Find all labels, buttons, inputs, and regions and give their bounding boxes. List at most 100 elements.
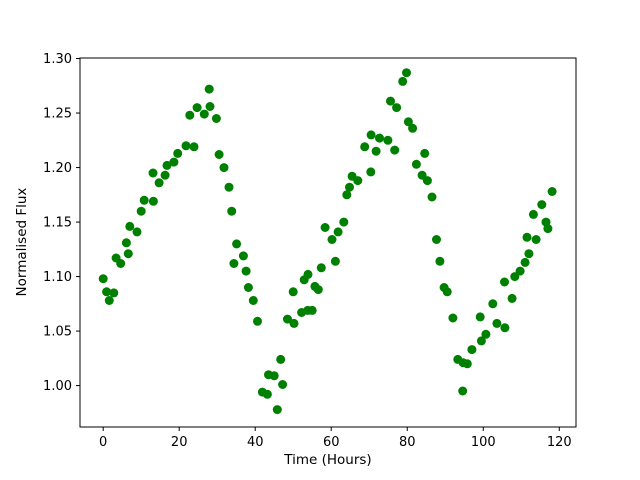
- data-point: [390, 145, 400, 155]
- data-point: [278, 380, 288, 389]
- data-point: [531, 235, 541, 244]
- data-point: [408, 123, 418, 133]
- data-point: [475, 312, 485, 322]
- data-point: [386, 96, 395, 106]
- data-point: [269, 371, 279, 381]
- data-point: [139, 195, 149, 205]
- data-point: [199, 109, 209, 119]
- data-point: [467, 345, 477, 355]
- data-point: [422, 176, 432, 186]
- data-point: [392, 103, 402, 113]
- data-point: [132, 227, 142, 237]
- data-point: [320, 223, 330, 232]
- x-tick-label: 80: [399, 435, 416, 450]
- data-point: [204, 84, 214, 94]
- data-point: [375, 133, 384, 143]
- data-point: [448, 313, 458, 323]
- data-point: [420, 148, 430, 158]
- data-point: [398, 76, 408, 86]
- data-point: [238, 251, 248, 261]
- data-point: [427, 192, 437, 202]
- data-point: [219, 163, 229, 173]
- data-point: [353, 176, 363, 186]
- y-tick-label: 1.05: [43, 325, 72, 340]
- data-point: [232, 239, 242, 249]
- data-point: [435, 256, 445, 266]
- x-tick-label: 120: [547, 435, 572, 450]
- data-point: [169, 157, 179, 167]
- y-axis-label: Normalised Flux: [14, 187, 30, 297]
- data-point: [241, 266, 251, 276]
- plot-frame: [79, 57, 577, 428]
- data-point: [543, 224, 553, 234]
- data-point: [148, 196, 158, 206]
- data-point: [537, 200, 547, 210]
- data-point: [371, 146, 381, 156]
- data-point: [162, 160, 172, 170]
- data-point: [262, 389, 272, 399]
- data-point: [522, 232, 532, 242]
- data-point: [366, 130, 376, 140]
- data-point: [520, 257, 530, 267]
- data-point: [458, 386, 468, 396]
- data-point: [402, 68, 411, 78]
- data-point: [276, 354, 286, 364]
- data-point: [136, 206, 146, 216]
- data-point: [160, 170, 170, 180]
- x-tick-label: 20: [171, 435, 188, 450]
- data-point: [547, 187, 557, 196]
- y-tick-label: 1.30: [43, 52, 72, 67]
- data-point: [192, 103, 202, 113]
- data-point: [229, 259, 239, 268]
- data-point: [481, 329, 491, 339]
- data-point: [333, 227, 343, 237]
- data-point: [125, 221, 135, 231]
- data-point: [205, 102, 215, 111]
- data-point: [313, 285, 323, 295]
- data-point: [121, 238, 131, 248]
- data-point: [185, 110, 195, 120]
- data-point: [403, 117, 413, 127]
- data-point: [488, 299, 498, 309]
- y-tick-label: 1.00: [43, 379, 72, 394]
- data-point: [366, 167, 376, 177]
- data-point: [227, 206, 237, 216]
- data-point: [123, 249, 133, 259]
- data-point: [102, 287, 112, 297]
- x-tick-label: 40: [247, 435, 264, 450]
- data-point: [211, 114, 221, 123]
- data-point: [104, 296, 114, 305]
- data-point: [500, 277, 509, 287]
- data-point: [154, 178, 164, 188]
- data-point: [327, 235, 337, 244]
- data-point: [524, 249, 534, 259]
- data-point: [411, 159, 421, 169]
- data-point: [303, 269, 313, 279]
- data-point: [148, 168, 158, 178]
- data-point: [345, 182, 354, 192]
- data-point: [253, 316, 262, 326]
- data-point: [224, 182, 234, 192]
- data-point: [283, 314, 292, 324]
- data-point: [248, 296, 258, 305]
- data-point: [360, 142, 370, 152]
- data-point: [98, 274, 108, 284]
- data-point: [342, 190, 352, 200]
- data-point: [432, 235, 441, 244]
- data-point: [214, 150, 224, 159]
- data-point: [189, 142, 199, 152]
- data-point: [181, 141, 191, 151]
- data-point: [109, 288, 119, 298]
- x-tick-label: 60: [323, 435, 340, 450]
- data-point: [116, 259, 126, 268]
- data-point: [330, 256, 340, 266]
- y-tick-label: 1.25: [43, 107, 72, 122]
- data-point: [339, 217, 349, 227]
- data-point: [507, 293, 517, 303]
- data-point: [173, 148, 183, 158]
- data-point: [272, 405, 282, 415]
- x-tick-label: 0: [99, 435, 107, 450]
- data-point: [316, 263, 326, 273]
